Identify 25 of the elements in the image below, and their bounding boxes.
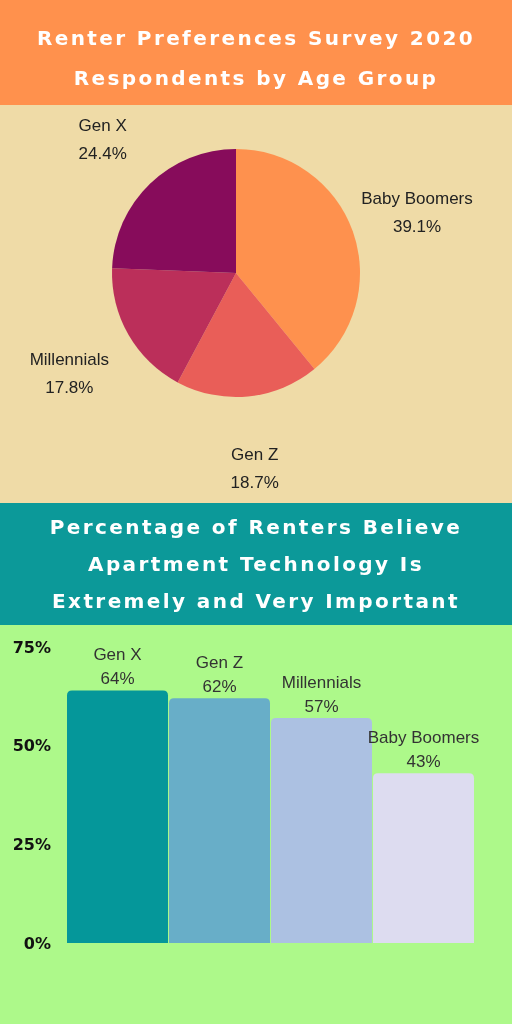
y-tick-label: 25%	[12, 834, 51, 854]
data-label: 39.1%	[392, 217, 442, 237]
chart-title: Percentage of Renters Believe Apartment Technology Is Extremely and Very Important	[49, 515, 463, 613]
data-label: 62%	[202, 677, 237, 697]
y-tick-label: 0%	[23, 933, 51, 953]
data-label: 57%	[304, 697, 339, 717]
pie-slice	[112, 268, 236, 383]
slice-label: Gen Z	[231, 445, 279, 465]
data-label: 64%	[100, 669, 135, 689]
slice-label: Baby Boomers	[361, 189, 473, 209]
pie-slice	[236, 149, 360, 370]
pie-slice	[177, 273, 315, 397]
data-label: 24.4%	[78, 143, 127, 163]
data-label: 18.7%	[230, 473, 279, 493]
bar	[373, 773, 474, 943]
data-label: 17.8%	[45, 377, 94, 397]
data-label: 43%	[406, 752, 441, 772]
chart-title: Renter Preferences Survey 2020	[36, 26, 476, 50]
chart-subtitle: Respondents by Age Group	[73, 66, 439, 90]
y-tick-label: 50%	[12, 736, 51, 756]
slice-label: Millennials	[29, 349, 110, 369]
bar	[67, 690, 168, 943]
y-tick-label: 75%	[12, 637, 51, 657]
slice-label: Gen X	[78, 115, 127, 135]
bar	[169, 698, 270, 943]
